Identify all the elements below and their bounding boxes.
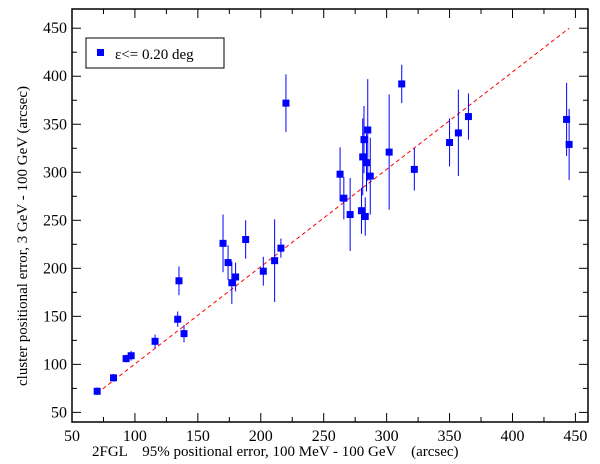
error-bars (96, 64, 570, 396)
x-tick-labels: 50 100 150 200 250 300 350 400 450 (64, 428, 587, 445)
data-point (565, 140, 573, 148)
x-tick-label: 50 (64, 428, 80, 445)
x-tick-label: 150 (186, 428, 210, 445)
y-tick-label: 250 (43, 212, 67, 229)
data-point (127, 352, 135, 360)
y-axis-title: cluster positional error, 3 GeV - 100 Ge… (15, 86, 31, 386)
data-point (464, 113, 472, 121)
y-tick-label: 200 (43, 260, 67, 277)
data-point (357, 207, 365, 215)
data-point (174, 315, 182, 323)
y-tick-label: 400 (43, 68, 67, 85)
data-point (151, 337, 159, 345)
x-tick-label: 300 (375, 428, 399, 445)
data-point (93, 387, 101, 395)
data-point (410, 165, 418, 173)
data-points (93, 80, 573, 395)
y-tick-label: 150 (43, 308, 67, 325)
x-tick-label: 100 (123, 428, 147, 445)
y-tick-label: 350 (43, 116, 67, 133)
data-point (336, 170, 344, 178)
data-point (563, 115, 571, 123)
data-point (446, 139, 454, 147)
data-point (361, 212, 369, 220)
data-point (360, 136, 368, 144)
data-point (277, 244, 285, 252)
data-point (259, 267, 267, 275)
plot-frame (71, 8, 589, 423)
legend: ε<= 0.20 deg (85, 37, 225, 69)
x-axis-title: 2FGL 95% positional error, 100 MeV - 100… (92, 444, 459, 460)
data-point (282, 99, 290, 107)
y-tick-label: 50 (51, 404, 67, 421)
data-point (228, 279, 236, 287)
data-point (346, 211, 354, 219)
data-point (180, 330, 188, 338)
data-point (271, 257, 279, 265)
x-tick-label: 200 (249, 428, 273, 445)
y-tick-label: 450 (43, 20, 67, 37)
y-tick-labels: 50 100 150 200 250 300 350 400 450 (43, 20, 67, 421)
reference-line (96, 27, 570, 394)
axis-ticks (71, 9, 588, 422)
data-point (110, 374, 118, 382)
legend-label: ε<= 0.20 deg (115, 47, 194, 63)
x-tick-label: 450 (563, 428, 587, 445)
data-point (398, 80, 406, 88)
data-point (362, 159, 370, 167)
data-point (219, 239, 227, 247)
data-point (454, 129, 462, 137)
x-tick-label: 400 (500, 428, 524, 445)
legend-box (85, 37, 225, 69)
data-point (242, 236, 250, 244)
data-point (359, 153, 367, 161)
data-point (175, 277, 183, 285)
x-tick-label: 250 (312, 428, 336, 445)
data-point (122, 355, 130, 363)
data-point (364, 126, 372, 134)
data-point (224, 259, 232, 267)
legend-marker (97, 49, 104, 56)
data-point (385, 148, 393, 156)
data-point (232, 273, 240, 281)
data-point (366, 172, 374, 180)
y-tick-label: 300 (43, 164, 67, 181)
data-point (340, 194, 348, 202)
x-tick-label: 350 (438, 428, 462, 445)
y-tick-label: 100 (43, 356, 67, 373)
